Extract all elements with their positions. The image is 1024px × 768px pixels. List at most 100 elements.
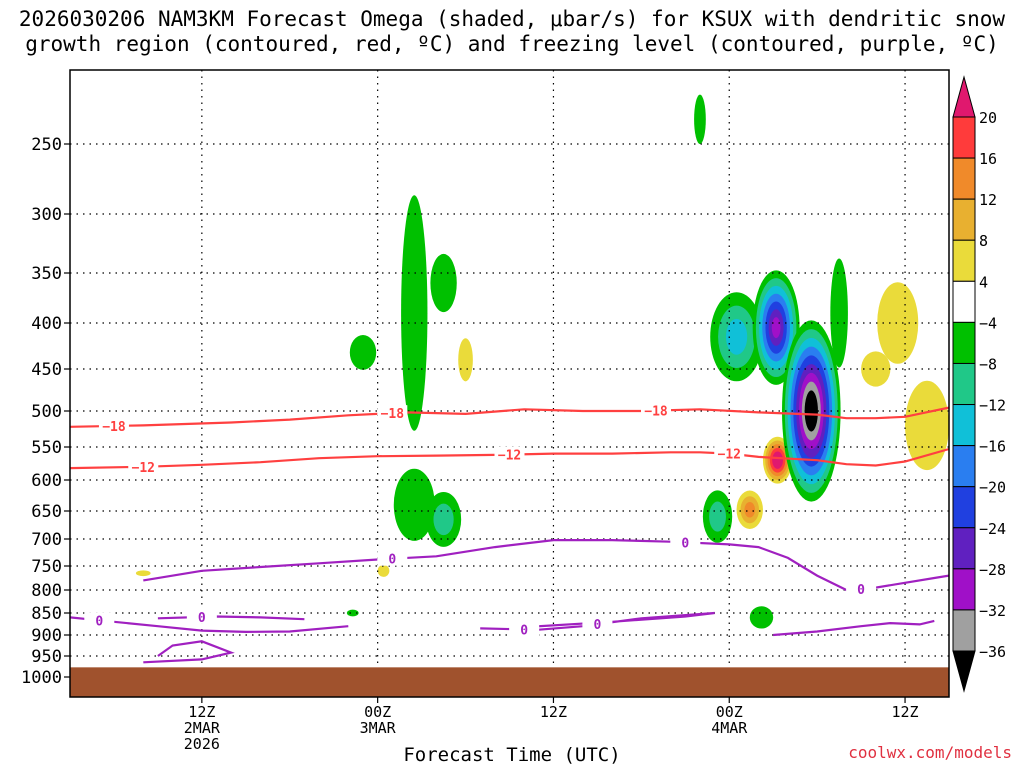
omega-shade-1-0 bbox=[430, 253, 457, 313]
colorbar-top-triangle bbox=[952, 75, 976, 118]
dgz-label-bg-1-2 bbox=[714, 445, 745, 461]
dgz-contour-label-1-2: −12 bbox=[718, 448, 741, 463]
freezing-contour-4 bbox=[143, 640, 235, 664]
colorbar-band-2 bbox=[952, 198, 976, 241]
dgz-contour-1 bbox=[70, 447, 949, 470]
y-tick-label-9: 700 bbox=[31, 530, 62, 550]
freezing-label-bg-0-2 bbox=[846, 580, 877, 596]
y-tick-label-14: 950 bbox=[31, 647, 62, 667]
colorbar-band-3 bbox=[952, 239, 976, 282]
freezing-contour-2 bbox=[157, 615, 305, 621]
freezing-contour-3 bbox=[480, 611, 715, 631]
omega-shade-14-0 bbox=[830, 258, 848, 368]
x-tick-label-3-line2: 4MAR bbox=[711, 719, 748, 737]
omega-shade-18-0 bbox=[749, 606, 774, 629]
omega-shade-11-6 bbox=[771, 317, 781, 339]
freezing-contour-5 bbox=[773, 619, 935, 637]
x-tick-label-1-line2: 3MAR bbox=[360, 719, 397, 737]
omega-shade-3-0 bbox=[393, 468, 435, 541]
dgz-label-bg-0-1 bbox=[377, 405, 408, 421]
y-tick-label-1: 300 bbox=[31, 205, 62, 225]
x-tick-label-2-line1: 12Z bbox=[540, 703, 567, 721]
dgz-contour-label-0-0: −18 bbox=[102, 420, 126, 435]
omega-shade-7-0 bbox=[346, 609, 359, 617]
y-tick-label-4: 450 bbox=[31, 360, 62, 380]
freezing-label-bg-3-1 bbox=[582, 616, 613, 632]
x-axis-title: Forecast Time (UTC) bbox=[403, 744, 621, 766]
colorbar-label-0: 20 bbox=[979, 109, 997, 127]
dgz-label-bg-1-1 bbox=[494, 446, 525, 462]
y-tick-label-2: 350 bbox=[31, 264, 62, 284]
omega-shade-4-1 bbox=[433, 503, 454, 536]
colorbar-label-9: −20 bbox=[979, 479, 1006, 497]
colorbar-band-1 bbox=[952, 157, 976, 200]
freezing-contour-label-0-2: 0 bbox=[857, 583, 865, 598]
y-tick-label-5: 500 bbox=[31, 402, 62, 422]
y-tick-label-7: 600 bbox=[31, 471, 62, 491]
colorbar-band-0 bbox=[952, 116, 976, 159]
x-tick-label-4-line1: 12Z bbox=[892, 703, 919, 721]
x-tick-label-0-line1: 12Z bbox=[188, 703, 215, 721]
dgz-label-bg-1-0 bbox=[128, 458, 159, 474]
freezing-contour-label-1-0: 0 bbox=[95, 614, 103, 629]
omega-shade-19-0 bbox=[694, 94, 706, 144]
colorbar-band-5 bbox=[952, 321, 976, 364]
x-tick-label-3-line1: 00Z bbox=[716, 703, 743, 721]
colorbar-label-3: 8 bbox=[979, 232, 988, 250]
freezing-contour-label-0-0: 0 bbox=[388, 553, 396, 568]
colorbar-label-1: 16 bbox=[979, 150, 997, 168]
freezing-label-bg-1-0 bbox=[84, 612, 115, 628]
omega-shade-12-5 bbox=[774, 455, 781, 466]
y-tick-label-10: 750 bbox=[31, 557, 62, 577]
dgz-label-bg-0-0 bbox=[98, 417, 129, 433]
colorbar-band-11 bbox=[952, 568, 976, 611]
freezing-label-bg-0-1 bbox=[670, 534, 701, 550]
omega-shade-15-0 bbox=[877, 282, 919, 364]
y-tick-label-6: 550 bbox=[31, 438, 62, 458]
chart-title-line1: 2026030206 NAM3KM Forecast Omega (shaded… bbox=[18, 7, 1006, 31]
colorbar-band-10 bbox=[952, 527, 976, 570]
freezing-label-bg-0-0 bbox=[377, 550, 408, 566]
colorbar-band-9 bbox=[952, 486, 976, 529]
colorbar-label-11: −28 bbox=[979, 561, 1006, 579]
omega-shade-0-0 bbox=[401, 195, 428, 431]
colorbar-label-10: −24 bbox=[979, 520, 1006, 538]
omega-shade-8-2 bbox=[725, 318, 748, 355]
omega-shade-16-0 bbox=[905, 380, 949, 471]
y-tick-label-8: 650 bbox=[31, 502, 62, 522]
omega-shade-5-0 bbox=[458, 338, 473, 382]
colorbar-band-8 bbox=[952, 445, 976, 488]
y-tick-label-13: 900 bbox=[31, 626, 62, 646]
x-tick-label-0-line2: 2MAR bbox=[184, 719, 221, 737]
dgz-label-bg-0-2 bbox=[641, 402, 671, 418]
omega-shade-9-1 bbox=[709, 501, 726, 532]
freezing-contour-label-0-1: 0 bbox=[681, 536, 689, 551]
chart-title-line2: growth region (contoured, red, ºC) and f… bbox=[25, 32, 999, 56]
plot-frame bbox=[69, 69, 950, 698]
omega-shade-17-0 bbox=[861, 351, 891, 387]
colorbar-label-6: −8 bbox=[979, 355, 997, 373]
dgz-contour-label-1-1: −12 bbox=[498, 449, 521, 464]
colorbar-label-5: −4 bbox=[979, 314, 997, 332]
ground-surface bbox=[70, 667, 949, 697]
colorbar-band-7 bbox=[952, 404, 976, 447]
freezing-label-bg-3-0 bbox=[509, 621, 540, 637]
freezing-contour-label-3-0: 0 bbox=[520, 623, 528, 638]
y-tick-label-3: 400 bbox=[31, 314, 62, 334]
colorbar-label-7: −12 bbox=[979, 397, 1006, 415]
y-tick-label-15: 1000 bbox=[21, 668, 62, 688]
freezing-contour-label-3-1: 0 bbox=[593, 618, 601, 633]
colorbar-label-4: 4 bbox=[979, 273, 988, 291]
freezing-contour-label-2-0: 0 bbox=[198, 611, 206, 626]
omega-shade-6-0 bbox=[377, 564, 390, 577]
y-tick-label-11: 800 bbox=[31, 581, 62, 601]
freezing-contour-0 bbox=[143, 539, 949, 592]
credit-link[interactable]: coolwx.com/models bbox=[848, 743, 1012, 762]
colorbar-bottom-triangle bbox=[952, 650, 976, 693]
omega-shade-2-0 bbox=[349, 335, 377, 370]
freezing-label-bg-2-0 bbox=[186, 608, 217, 624]
colorbar-label-12: −32 bbox=[979, 602, 1006, 620]
dgz-contour-0 bbox=[70, 406, 949, 428]
colorbar-label-13: −36 bbox=[979, 643, 1006, 661]
